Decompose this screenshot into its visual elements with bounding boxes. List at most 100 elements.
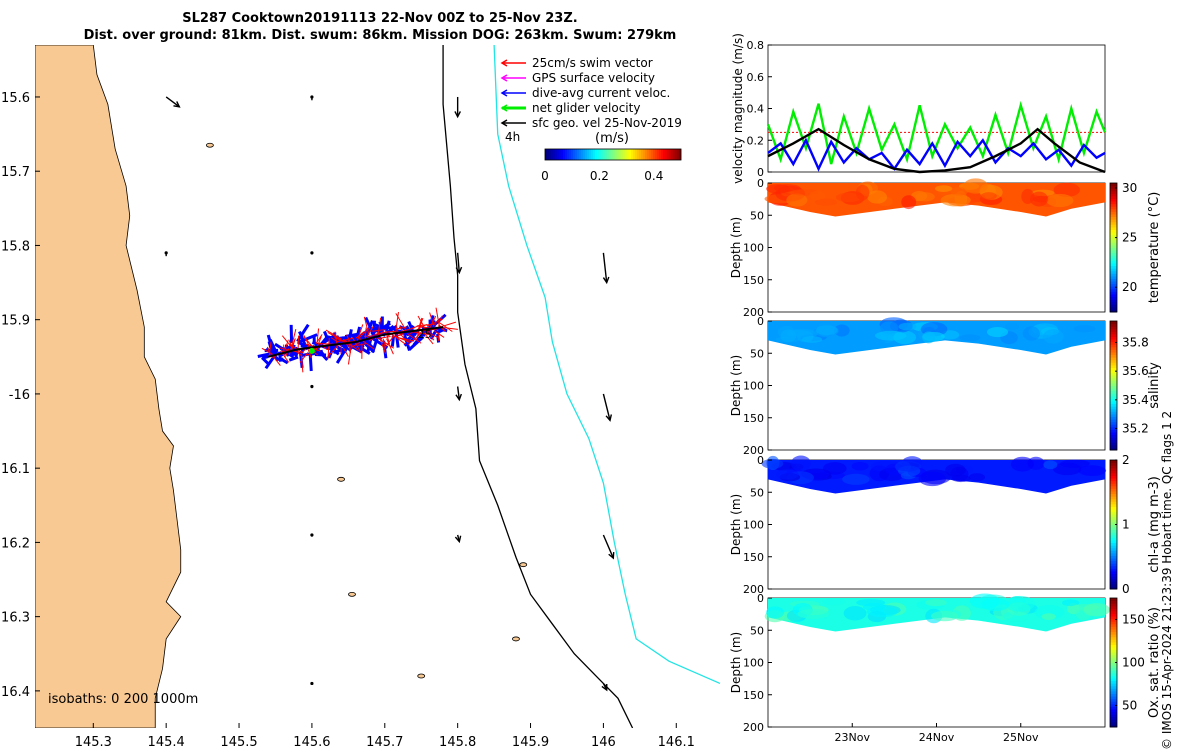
map-xtick-label-1: 145.4: [148, 735, 185, 750]
island-2: [512, 636, 520, 642]
chla-ytick-label-2: 100: [743, 519, 764, 532]
oxygen-ytick-label-3: 150: [743, 689, 764, 702]
figure-title-line1: SL287 Cooktown20191113 22-Nov 00Z to 25-…: [182, 11, 578, 26]
oxygen-ylabel: Depth (m): [729, 632, 743, 693]
temperature-ytick-label-1: 50: [750, 209, 764, 222]
geo-vector-7: [310, 384, 314, 389]
chla-ctick-label-2: 2: [1122, 453, 1130, 467]
oxygen-ctick-label-2: 150: [1122, 613, 1145, 627]
geo-vector-2: [454, 96, 462, 119]
temperature-ytick-label-4: 200: [743, 306, 764, 319]
temperature-ctick-label-0: 20: [1122, 280, 1137, 294]
map-ytick-label-7: 16.3: [1, 611, 30, 626]
chla-panel: 0 50 100 150 200 Depth (m) 0 1 2 chl-a (mg m-3): [729, 453, 1162, 596]
chla-ctick-label-0: 0: [1122, 582, 1130, 596]
land-mass: [35, 45, 182, 728]
temperature-ylabel: Depth (m): [729, 217, 743, 278]
oxygen-xtick-label-2: 25Nov: [1003, 731, 1039, 744]
map-ytick-label-8: 16.4: [1, 685, 30, 700]
oxygen-ytick-label-1: 50: [750, 624, 764, 637]
map-ytick-label-2: 15.8: [1, 239, 30, 254]
salinity-panel: 0 50 100 150 200 Depth (m) 35.2 35.4 35.6 35.8 sal…: [729, 315, 1162, 457]
salinity-cbar-label: salinity: [1147, 362, 1162, 409]
temperature-panel: 0 50 100 150 200 Depth (m) 20 25 30 temperature (…: [729, 177, 1162, 319]
geo-vector-5: [455, 252, 463, 275]
velocity-ytick-label-3: 0.6: [747, 71, 765, 84]
temperature-ytick-label-3: 150: [743, 274, 764, 287]
geo-vector-12: [602, 534, 615, 560]
map-xtick-label-7: 146: [591, 735, 616, 750]
chla-ytick-label-3: 150: [743, 551, 764, 564]
geo-vector-6: [602, 252, 610, 285]
glider-velocity-marker: [308, 347, 315, 354]
salinity-ctick-label-3: 35.8: [1122, 336, 1149, 350]
geo-vector-10: [310, 533, 314, 537]
salinity-ytick-label-0: 0: [757, 315, 764, 328]
map-ytick-label-4: -16: [9, 388, 30, 403]
map-xtick-label-3: 145.6: [293, 735, 330, 750]
velocity-ytick-label-1: 0.2: [747, 134, 765, 147]
oxygen-ytick-label-2: 100: [743, 657, 764, 670]
salinity-ytick-label-1: 50: [750, 347, 764, 360]
footer-note: © IMOS 15-Apr-2024 21:23:39 Hobart time.…: [1160, 410, 1174, 750]
temperature-cbar-label: temperature (°C): [1147, 192, 1162, 304]
map-xtick-label-2: 145.5: [220, 735, 257, 750]
salinity-ctick-label-2: 35.6: [1122, 364, 1149, 378]
geo-vector-13: [310, 681, 314, 686]
oxygen-ctick-label-1: 100: [1122, 656, 1145, 670]
salinity-ylabel: Depth (m): [729, 355, 743, 416]
geo-vector-3: [164, 251, 168, 257]
velocity-ytick-label-0: 0: [757, 166, 764, 179]
map-plot-area: 25: [35, 45, 720, 728]
legend-label-0: 25cm/s swim vector: [532, 56, 653, 70]
chla-cbar-label: chl-a (mg m-3): [1147, 476, 1162, 573]
figure-title-line2: Dist. over ground: 81km. Dist. swum: 86k…: [83, 28, 677, 43]
geo-vector-1: [310, 95, 314, 101]
geo-vector-8: [455, 386, 463, 402]
oxygen-xtick-label-1: 24Nov: [919, 731, 955, 744]
map-colorbar-label: (m/s): [595, 131, 629, 146]
velocity-ytick-label-4: 0.8: [747, 39, 765, 52]
oxygen-xtick-label-0: 23Nov: [835, 731, 871, 744]
map-panel: 25 145.3 145.4 145.5 145.6 145.7 145.8 145.9 146…: [1, 45, 720, 750]
geo-vector-0: [165, 96, 181, 108]
map-ytick-label-6: 16.2: [1, 536, 30, 551]
temperature-ctick-label-2: 30: [1122, 181, 1137, 195]
legend-label-2: dive-avg current veloc.: [532, 86, 670, 100]
oxygen-ytick-label-0: 0: [757, 592, 764, 605]
temperature-ytick-label-2: 100: [743, 242, 764, 255]
geo-vector-9: [602, 393, 613, 422]
legend-label-1: GPS surface velocity: [532, 71, 655, 85]
map-colorbar-tick-1: 0.2: [590, 169, 609, 183]
temperature-ctick-label-1: 25: [1122, 231, 1137, 245]
island-4: [417, 673, 426, 679]
oxygen-ytick-label-4: 200: [743, 721, 764, 734]
map-xtick-label-8: 146.1: [658, 735, 695, 750]
legend-label-4: sfc geo. vel 25-Nov-2019: [532, 116, 682, 130]
map-colorbar-tick-2: 0.4: [644, 169, 663, 183]
island-0: [205, 142, 214, 148]
map-ytick-label-0: 15.6: [1, 91, 30, 106]
map-ytick-label-1: 15.7: [1, 165, 30, 180]
oxygen-ctick-label-0: 50: [1122, 699, 1137, 713]
isobaths-label: isobaths: 0 200 1000m: [48, 692, 198, 707]
temperature-ytick-label-0: 0: [757, 177, 764, 190]
temperature-colorbar: [1109, 182, 1118, 313]
velocity-series-current: [767, 137, 1106, 172]
salinity-ytick-label-4: 200: [743, 444, 764, 457]
chla-ytick-label-0: 0: [757, 454, 764, 467]
isobath-1000m-line: [493, 45, 720, 685]
chla-ctick-label-1: 1: [1122, 518, 1130, 532]
chla-ytick-label-4: 200: [743, 583, 764, 596]
geo-vector-14: [601, 683, 608, 692]
island-3: [519, 562, 528, 568]
map-colorbar-tick-0: 0: [541, 169, 549, 183]
geo-vector-11: [454, 534, 462, 544]
salinity-colorbar: [1109, 320, 1118, 451]
map-xtick-label-4: 145.7: [366, 735, 403, 750]
map-ytick-label-3: 15.9: [1, 314, 30, 329]
velocity-series-geo: [767, 127, 1106, 174]
